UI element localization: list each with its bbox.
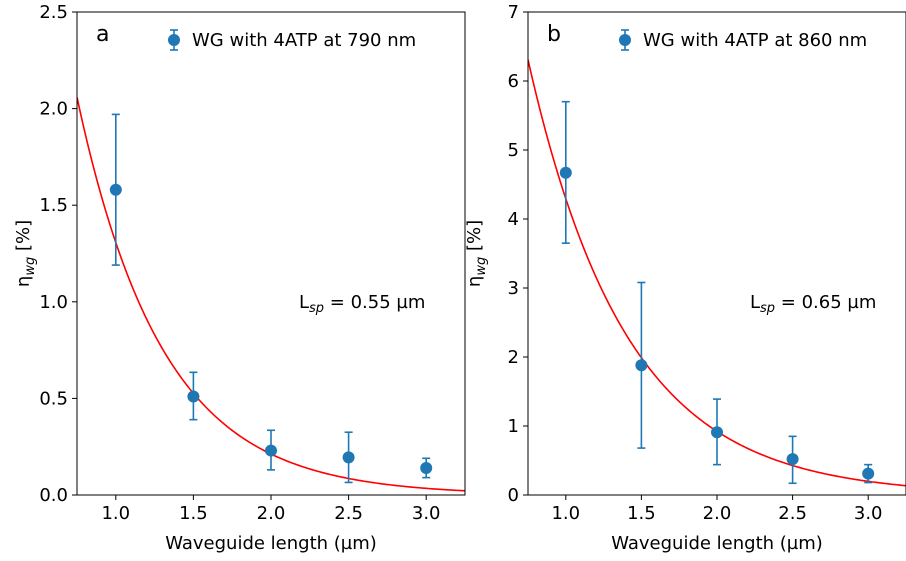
panel-label: a	[96, 22, 109, 47]
data-point	[862, 467, 875, 480]
x-tick-label: 2.5	[334, 503, 363, 524]
data-point	[109, 183, 122, 196]
panel-label: b	[547, 22, 561, 47]
plot-frame	[76, 11, 466, 496]
y-tick-label: 7	[508, 2, 519, 23]
legend: WG with 4ATP at 790 nm	[168, 29, 416, 51]
y-axis-label: ηwg [%]	[464, 220, 489, 287]
y-tick-label: 1.0	[39, 292, 68, 313]
y-axis-label-sub: wg	[474, 257, 489, 276]
legend-label: WG with 4ATP at 790 nm	[192, 30, 416, 51]
y-axis-label-unit: [%]	[13, 220, 34, 257]
y-axis-label: ηwg [%]	[13, 220, 38, 287]
y-tick-label: 0	[508, 485, 519, 506]
y-axis-label-unit: [%]	[464, 220, 485, 257]
annotation-rest: = 0.65 µm	[775, 292, 876, 313]
annotation-rest: = 0.55 µm	[324, 292, 425, 313]
y-tick-label: 5	[508, 140, 519, 161]
data-point	[559, 166, 572, 179]
x-tick-label: 1.5	[627, 503, 656, 524]
x-tick-label: 2.0	[703, 503, 732, 524]
x-tick-label: 1.0	[551, 503, 580, 524]
data-point	[187, 390, 200, 403]
data-point	[420, 461, 433, 474]
annotation-main: L	[299, 292, 309, 313]
chart-panel-b: 1.0 1.5 2.0 2.5 3.0 0 1 2 3 4 5 6 7 Waveguide length …	[464, 2, 906, 554]
legend: WG with 4ATP at 860 nm	[619, 29, 867, 51]
y-tick-label: 1.5	[39, 195, 68, 216]
data-point	[786, 453, 799, 466]
y-tick-label: 2.0	[39, 99, 68, 120]
y-tick-label: 2.5	[39, 2, 68, 23]
legend-marker	[619, 34, 631, 46]
x-tick-label: 2.5	[778, 503, 807, 524]
y-tick-label: 6	[508, 71, 519, 92]
x-tick-label: 1.5	[179, 503, 208, 524]
x-tick-label: 3.0	[854, 503, 883, 524]
y-tick-label: 3	[508, 278, 519, 299]
y-axis-label-main: η	[464, 276, 485, 287]
y-axis-label-sub: wg	[23, 257, 38, 276]
y-tick-label: 0.0	[39, 485, 68, 506]
x-tick-label: 2.0	[257, 503, 286, 524]
annotation-sub: sp	[760, 301, 775, 316]
y-tick-label: 4	[508, 209, 519, 230]
data-point	[265, 444, 277, 457]
annotation: Lsp = 0.55 µm	[299, 292, 425, 316]
legend-marker	[168, 34, 180, 46]
chart-panel-a: 1.0 1.5 2.0 2.5 3.0 0.0 0.5 1.0 1.5 2.0 2.5 Wavegui…	[13, 2, 466, 554]
x-axis-label: Waveguide length (µm)	[611, 533, 823, 554]
annotation-main: L	[750, 292, 760, 313]
y-axis-label-main: η	[13, 276, 34, 287]
legend-label: WG with 4ATP at 860 nm	[643, 30, 867, 51]
y-tick-label: 0.5	[39, 388, 68, 409]
annotation: Lsp = 0.65 µm	[750, 292, 876, 316]
data-point	[342, 451, 355, 464]
y-tick-label: 1	[508, 416, 519, 437]
annotation-sub: sp	[309, 301, 324, 316]
data-point	[711, 426, 723, 439]
data-point	[635, 359, 648, 372]
x-axis-label: Waveguide length (µm)	[165, 533, 377, 554]
y-tick-label: 2	[508, 347, 519, 368]
x-tick-label: 1.0	[101, 503, 130, 524]
x-tick-label: 3.0	[412, 503, 441, 524]
